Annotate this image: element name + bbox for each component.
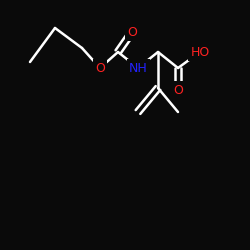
Text: NH: NH (128, 62, 148, 74)
Text: HO: HO (190, 46, 210, 59)
Text: O: O (173, 84, 183, 96)
Text: O: O (127, 26, 137, 38)
Text: O: O (95, 62, 105, 74)
